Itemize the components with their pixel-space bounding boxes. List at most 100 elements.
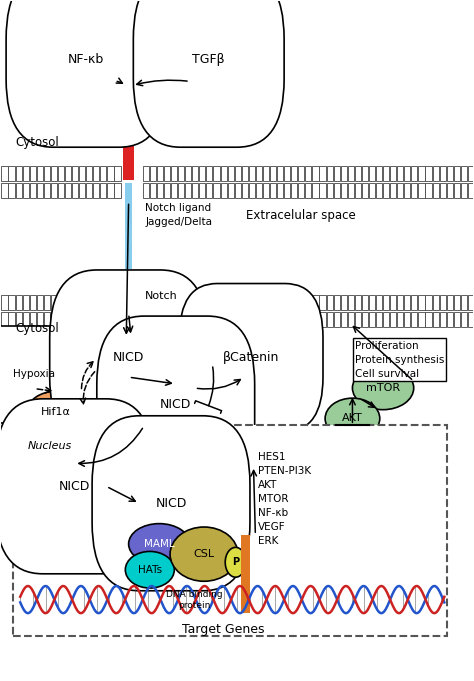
Bar bbox=[369, 312, 375, 327]
Bar bbox=[125, 183, 132, 269]
Bar bbox=[100, 295, 107, 310]
Bar bbox=[411, 183, 418, 198]
Bar bbox=[263, 183, 269, 198]
Bar bbox=[235, 183, 241, 198]
Bar bbox=[270, 183, 276, 198]
Bar bbox=[390, 183, 396, 198]
Bar bbox=[242, 166, 248, 181]
Bar bbox=[178, 183, 184, 198]
Bar bbox=[242, 183, 248, 198]
Bar bbox=[220, 183, 227, 198]
Bar bbox=[341, 166, 347, 181]
Bar bbox=[65, 183, 71, 198]
Bar bbox=[348, 166, 354, 181]
Bar bbox=[36, 166, 43, 181]
Bar bbox=[241, 535, 250, 613]
Bar bbox=[468, 183, 474, 198]
Bar bbox=[454, 295, 460, 310]
Bar bbox=[171, 166, 177, 181]
Bar bbox=[348, 312, 354, 327]
Bar bbox=[369, 295, 375, 310]
Bar bbox=[334, 183, 340, 198]
Bar bbox=[383, 312, 389, 327]
Text: MAML: MAML bbox=[144, 539, 174, 549]
Bar bbox=[143, 166, 149, 181]
Bar bbox=[228, 166, 234, 181]
Bar bbox=[341, 295, 347, 310]
Bar bbox=[1, 183, 8, 198]
Bar bbox=[341, 183, 347, 198]
Bar bbox=[319, 312, 326, 327]
Bar bbox=[192, 183, 198, 198]
Bar bbox=[433, 312, 438, 327]
Bar bbox=[263, 312, 269, 327]
Bar bbox=[150, 166, 156, 181]
Bar bbox=[79, 166, 85, 181]
Bar bbox=[348, 295, 354, 310]
Bar bbox=[235, 166, 241, 181]
Bar bbox=[235, 295, 241, 310]
Bar bbox=[284, 183, 290, 198]
Bar bbox=[30, 166, 36, 181]
Bar bbox=[79, 295, 85, 310]
Bar bbox=[115, 312, 120, 327]
Text: TGFβ: TGFβ bbox=[192, 52, 225, 65]
Bar bbox=[439, 166, 446, 181]
Bar bbox=[461, 295, 467, 310]
Text: Cytosol: Cytosol bbox=[16, 322, 59, 335]
Text: βCatenin: βCatenin bbox=[223, 351, 279, 364]
Bar bbox=[228, 295, 234, 310]
Bar bbox=[164, 166, 170, 181]
Bar bbox=[23, 166, 29, 181]
Bar bbox=[157, 183, 163, 198]
Bar bbox=[369, 183, 375, 198]
FancyBboxPatch shape bbox=[92, 416, 250, 590]
Bar bbox=[213, 312, 219, 327]
Bar bbox=[439, 312, 446, 327]
Bar bbox=[419, 183, 425, 198]
Bar bbox=[164, 312, 170, 327]
Bar bbox=[305, 183, 311, 198]
Bar bbox=[206, 183, 212, 198]
Bar bbox=[291, 183, 297, 198]
Bar bbox=[433, 183, 438, 198]
Bar bbox=[461, 312, 467, 327]
Bar bbox=[355, 166, 361, 181]
Text: NICD: NICD bbox=[59, 480, 90, 493]
Bar bbox=[461, 183, 467, 198]
Bar bbox=[270, 312, 276, 327]
Bar bbox=[327, 166, 333, 181]
Text: NICD: NICD bbox=[160, 398, 191, 411]
Bar bbox=[9, 312, 15, 327]
Bar bbox=[397, 312, 403, 327]
Bar bbox=[277, 166, 283, 181]
Bar bbox=[404, 295, 410, 310]
Bar bbox=[277, 312, 283, 327]
Bar bbox=[86, 295, 92, 310]
FancyBboxPatch shape bbox=[97, 316, 255, 494]
Text: Target Genes: Target Genes bbox=[182, 623, 264, 636]
Bar bbox=[199, 312, 205, 327]
Text: NICD: NICD bbox=[155, 496, 187, 510]
Bar bbox=[327, 295, 333, 310]
Bar bbox=[376, 295, 382, 310]
Ellipse shape bbox=[27, 392, 84, 432]
Bar bbox=[242, 295, 248, 310]
Text: HES1
PTEN-PI3K
AKT
MTOR
NF-κb
VEGF
ERK: HES1 PTEN-PI3K AKT MTOR NF-κb VEGF ERK bbox=[258, 452, 311, 546]
Bar bbox=[199, 295, 205, 310]
Bar bbox=[16, 312, 22, 327]
Text: mTOR: mTOR bbox=[366, 383, 400, 393]
Bar bbox=[185, 312, 191, 327]
Bar bbox=[334, 312, 340, 327]
Bar bbox=[157, 166, 163, 181]
Bar bbox=[157, 312, 163, 327]
Bar bbox=[108, 312, 114, 327]
Bar bbox=[115, 183, 120, 198]
Bar bbox=[468, 295, 474, 310]
Bar bbox=[185, 183, 191, 198]
Bar bbox=[256, 183, 262, 198]
Bar bbox=[270, 166, 276, 181]
Bar bbox=[468, 166, 474, 181]
Bar bbox=[30, 295, 36, 310]
Bar bbox=[100, 183, 107, 198]
